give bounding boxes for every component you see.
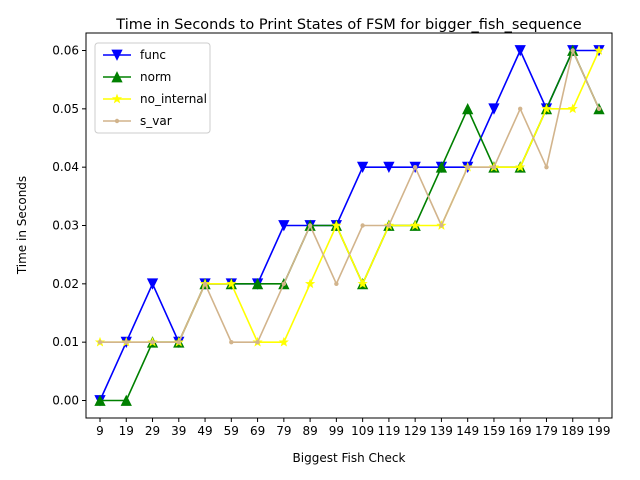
x-tick-label: 79 bbox=[276, 424, 291, 438]
data-point-no_internal bbox=[331, 220, 342, 230]
data-point-s_var bbox=[229, 339, 234, 345]
legend-entry-no_internal: no_internal bbox=[103, 92, 207, 106]
data-point-s_var bbox=[97, 339, 103, 345]
data-point-norm bbox=[120, 394, 132, 406]
data-point-no_internal bbox=[541, 103, 552, 114]
data-point-s_var bbox=[465, 164, 470, 170]
x-tick-label: 9 bbox=[96, 424, 104, 438]
data-point-no_internal bbox=[567, 103, 578, 114]
data-point-s_var bbox=[570, 48, 575, 53]
data-point-func bbox=[146, 278, 159, 290]
legend-label: no_internal bbox=[140, 92, 207, 106]
legend-label: s_var bbox=[140, 114, 172, 128]
data-point-s_var bbox=[150, 339, 155, 345]
axes-frame bbox=[85, 32, 613, 419]
data-point-s_var bbox=[307, 223, 313, 228]
data-point-s_var bbox=[334, 281, 339, 287]
series-line-s_var bbox=[100, 47, 600, 343]
data-point-s_var bbox=[439, 223, 444, 228]
x-tick-label: 29 bbox=[145, 424, 160, 438]
data-point-s_var bbox=[386, 223, 392, 228]
y-tick-label: 0.00 bbox=[52, 394, 79, 408]
data-point-no_internal bbox=[305, 278, 316, 289]
data-point-no_internal bbox=[357, 278, 368, 289]
y-tick-label: 0.01 bbox=[52, 335, 79, 349]
legend: func norm no_internal s_var bbox=[94, 42, 211, 134]
x-tick-label: 59 bbox=[224, 424, 239, 438]
data-point-no_internal bbox=[593, 45, 605, 55]
chart-title: Time in Seconds to Print States of FSM f… bbox=[115, 17, 582, 33]
y-tick-label: 0.02 bbox=[52, 277, 79, 291]
data-point-func bbox=[278, 220, 290, 232]
legend-entry-func: func bbox=[103, 48, 166, 62]
data-point-s_var bbox=[544, 164, 549, 170]
x-axis-label: Biggest Fish Check bbox=[293, 451, 406, 465]
legend-entry-s_var: s_var bbox=[103, 114, 172, 128]
data-point-s_var bbox=[491, 164, 497, 170]
y-tick-label: 0.06 bbox=[52, 44, 79, 58]
y-tick-label: 0.04 bbox=[52, 160, 79, 174]
data-point-s_var bbox=[176, 339, 181, 345]
x-tick-label: 159 bbox=[482, 424, 505, 438]
x-tick-label: 149 bbox=[456, 424, 479, 438]
x-tick-label: 199 bbox=[588, 424, 611, 438]
data-point-norm bbox=[251, 277, 264, 290]
data-point-s_var bbox=[360, 223, 365, 228]
data-point-s_var bbox=[596, 106, 602, 112]
y-tick-label: 0.05 bbox=[52, 102, 79, 116]
legend-marker-func bbox=[111, 49, 123, 61]
plot-area: 9 19 29 39 49 59 69 79 89 99 109 119 129 139 149 159 169… bbox=[52, 44, 610, 439]
x-tick-label: 39 bbox=[171, 424, 186, 438]
legend-box bbox=[94, 42, 211, 134]
x-tick-label: 129 bbox=[404, 424, 427, 438]
x-tick-label: 89 bbox=[302, 424, 317, 438]
data-point-func bbox=[514, 45, 526, 57]
data-point-func bbox=[488, 103, 500, 115]
data-point-no_internal bbox=[278, 336, 289, 347]
x-tick-label: 189 bbox=[561, 424, 584, 438]
data-point-s_var bbox=[124, 339, 129, 345]
legend-marker-norm bbox=[111, 71, 123, 83]
data-point-s_var bbox=[281, 281, 287, 287]
data-point-no_internal bbox=[410, 220, 421, 230]
data-point-func bbox=[356, 161, 369, 174]
legend-label: func bbox=[140, 48, 166, 62]
series-s_var bbox=[97, 47, 602, 345]
x-tick-label: 19 bbox=[119, 424, 134, 438]
legend-marker-no_internal bbox=[111, 93, 123, 104]
x-tick-label: 169 bbox=[509, 424, 532, 438]
data-point-func bbox=[383, 161, 395, 174]
y-axis-label: Time in Seconds bbox=[15, 176, 29, 275]
data-point-norm bbox=[94, 394, 106, 406]
x-tick-label: 69 bbox=[250, 424, 265, 438]
legend-label: norm bbox=[140, 70, 171, 84]
data-point-s_var bbox=[202, 281, 208, 287]
y-tick-label: 0.03 bbox=[52, 219, 79, 233]
x-tick-label: 179 bbox=[535, 424, 558, 438]
data-point-s_var bbox=[518, 106, 523, 112]
legend-marker-s_var bbox=[114, 118, 120, 124]
data-point-s_var bbox=[412, 164, 418, 170]
legend-entry-norm: norm bbox=[103, 70, 171, 84]
x-tick-label: 109 bbox=[351, 424, 374, 438]
data-point-no_internal bbox=[515, 161, 526, 172]
x-tick-label: 139 bbox=[430, 424, 453, 438]
data-point-norm bbox=[462, 102, 474, 115]
x-tick-label: 99 bbox=[329, 424, 344, 438]
data-point-norm bbox=[435, 161, 448, 173]
x-tick-label: 49 bbox=[197, 424, 212, 438]
x-tick-label: 119 bbox=[377, 424, 400, 438]
data-point-no_internal bbox=[226, 278, 237, 289]
data-point-s_var bbox=[255, 339, 260, 345]
